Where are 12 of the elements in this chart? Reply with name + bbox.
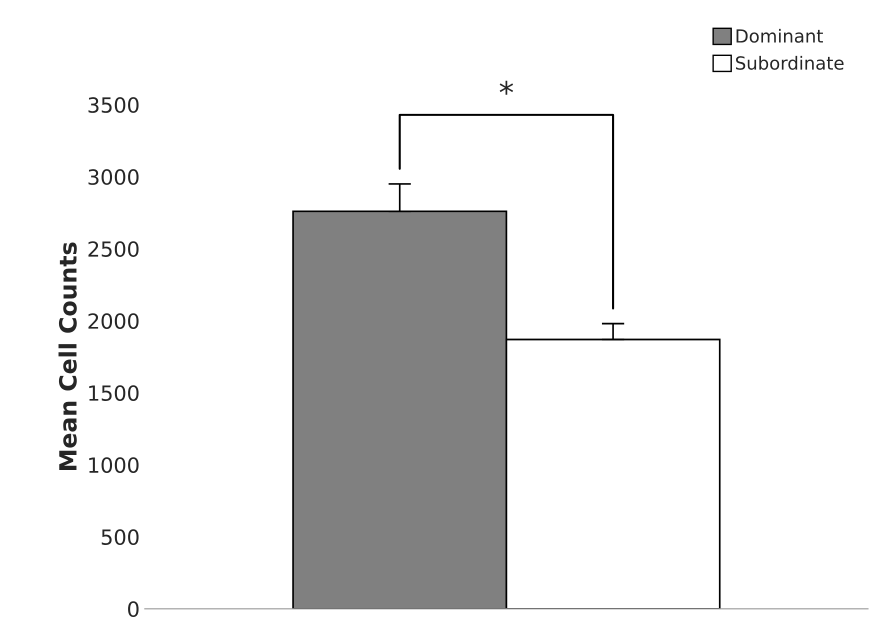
y-tick-label: 1000 [89,457,139,473]
y-tick-label: 2000 [88,313,139,329]
legend-label: Subordinate [736,56,844,70]
y-tick-label: 3000 [88,169,139,185]
text: * [500,80,514,95]
y-tick-label: 1500 [89,385,139,401]
y-tick-label: 500 [102,529,139,546]
legend-label: Dominant [736,28,823,43]
y-tick-label: 2500 [88,241,139,257]
y-tick-label: 3500 [88,97,139,113]
y-tick-label: 0 [128,601,139,618]
y-axis-title: Mean Cell Counts [58,242,77,470]
